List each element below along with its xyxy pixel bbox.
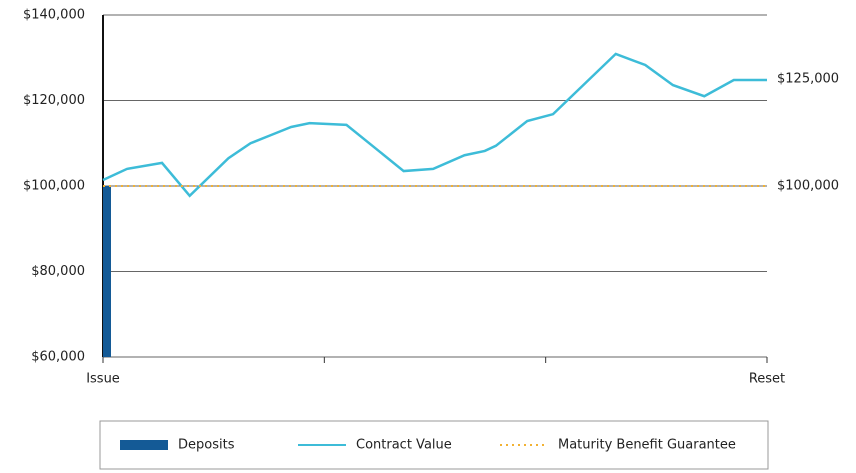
contract-line: [102, 52, 767, 198]
y-tick-label: $100,000: [23, 179, 85, 194]
legend-label: Maturity Benefit Guarantee: [558, 438, 736, 453]
legend-label: Deposits: [178, 438, 235, 453]
annotation: $100,000: [777, 179, 839, 194]
annotation: $125,000: [777, 72, 839, 87]
y-tick-label: $120,000: [23, 93, 85, 108]
bar: [103, 186, 111, 357]
y-tick-label: $80,000: [31, 264, 85, 279]
y-tick-label: $60,000: [31, 350, 85, 365]
x-tick-label: Issue: [86, 372, 120, 387]
legend-swatch: [120, 440, 168, 450]
y-tick-label: $140,000: [23, 8, 85, 23]
x-tick-label: Reset: [749, 372, 785, 387]
legend-label: Contract Value: [356, 438, 452, 453]
legend-box: [99, 420, 769, 470]
